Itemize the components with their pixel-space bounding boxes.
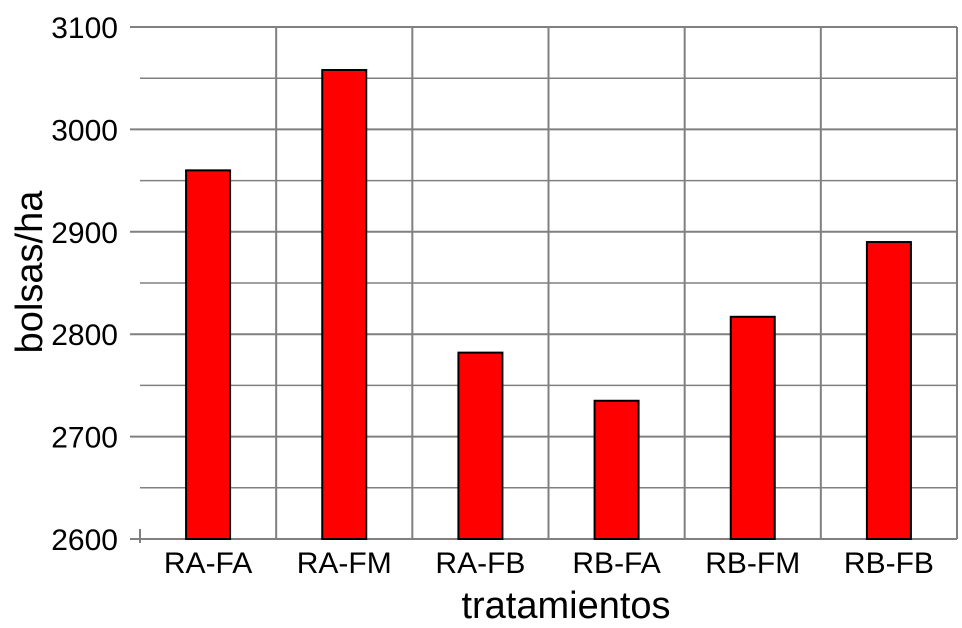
bar-rb-fa [593,399,640,541]
x-tick-label: RA-FB [435,547,525,580]
x-tick-labels: RA-FA RA-FM RA-FB RB-FA RB-FM RB-FB [164,547,934,580]
x-tick-label: RB-FM [705,547,800,580]
y-tick-label: 2600 [51,524,118,557]
y-tick-label: 2800 [51,319,118,352]
y-tick-labels: 2600 2700 2800 2900 3000 3100 [51,12,118,557]
bar-rb-fb [865,241,912,540]
y-axis-title: bolsas/ha [9,190,51,354]
y-tick-label: 2700 [51,422,118,455]
y-tick-label: 2900 [51,217,118,250]
x-tick-label: RA-FM [297,547,392,580]
grid-lines [130,26,958,543]
bar-ra-fa [185,169,232,541]
y-tick-label: 3100 [51,12,118,45]
x-axis-title: tratamientos [461,585,670,627]
x-tick-label: RB-FB [844,547,934,580]
y-tick-label: 3000 [51,114,118,147]
x-tick-label: RB-FA [572,547,660,580]
bar-ra-fm [321,69,368,541]
x-tick-label: RA-FA [164,547,252,580]
bars [185,69,912,541]
bar-ra-fb [457,351,504,540]
bar-rb-fm [729,315,776,540]
